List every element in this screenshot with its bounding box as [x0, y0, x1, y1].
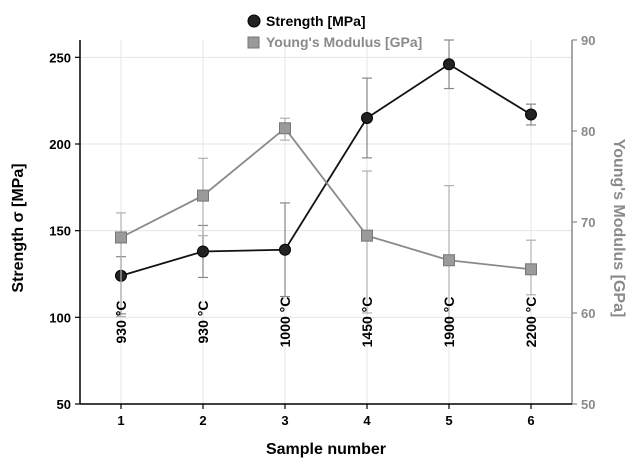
y2-axis-label: Young's Modulus [GPa] [610, 139, 627, 318]
y2-tick-label: 70 [581, 215, 595, 230]
temperature-label: 1900 °C [441, 297, 457, 348]
series [115, 39, 537, 328]
data-point [197, 189, 209, 202]
temperature-label: 1000 °C [277, 297, 293, 348]
x-tick-label: 3 [281, 413, 288, 428]
y2-tick-label: 90 [581, 33, 595, 48]
x-axis-label: Sample number [266, 441, 386, 458]
legend-marker-strength [247, 14, 261, 28]
y-tick-label: 250 [49, 50, 71, 65]
data-point [361, 229, 373, 242]
series-line [120, 126, 532, 271]
data-point [525, 263, 537, 276]
series-line [120, 63, 532, 277]
data-point [197, 245, 209, 258]
legend-marker-modulus [247, 36, 260, 49]
annotations: 930 °C 930 °C 1000 °C 1450 °C 1900 °C 2200 °C [113, 297, 539, 348]
x-tick-label: 5 [445, 413, 452, 428]
left-axis-ticks: 50 100 150 200 250 [49, 50, 80, 412]
y-tick-label: 50 [57, 397, 71, 412]
y2-tick-label: 60 [581, 306, 595, 321]
data-point [443, 58, 455, 71]
data-point [443, 254, 455, 267]
data-point [115, 231, 127, 244]
series-modulus [115, 117, 537, 328]
legend-label-modulus: Young's Modulus [GPa] [266, 34, 422, 50]
x-tick-label: 2 [199, 413, 206, 428]
x-axis-ticks: 1 2 3 4 5 6 [117, 404, 535, 428]
y-tick-label: 100 [49, 310, 71, 325]
y-axis-label: Strength σ [MPa] [10, 163, 27, 292]
y-tick-label: 150 [49, 224, 71, 239]
right-axis-ticks: 50 60 70 80 90 [572, 33, 595, 412]
x-tick-label: 1 [117, 413, 124, 428]
temperature-label: 2200 °C [523, 297, 539, 348]
x-tick-label: 4 [363, 413, 371, 428]
legend: Strength [MPa] Young's Modulus [GPa] [247, 13, 422, 50]
x-tick-label: 6 [527, 413, 534, 428]
legend-label-strength: Strength [MPa] [266, 13, 366, 29]
temperature-label: 930 °C [195, 301, 211, 344]
series-strength [115, 39, 537, 315]
temperature-label: 1450 °C [359, 297, 375, 348]
y2-tick-label: 80 [581, 124, 595, 139]
data-point [279, 243, 291, 256]
temperature-label: 930 °C [113, 301, 129, 344]
data-point [361, 112, 373, 124]
data-point [279, 122, 291, 135]
y-tick-label: 200 [49, 137, 71, 152]
y2-tick-label: 50 [581, 397, 595, 412]
data-point [525, 108, 537, 121]
